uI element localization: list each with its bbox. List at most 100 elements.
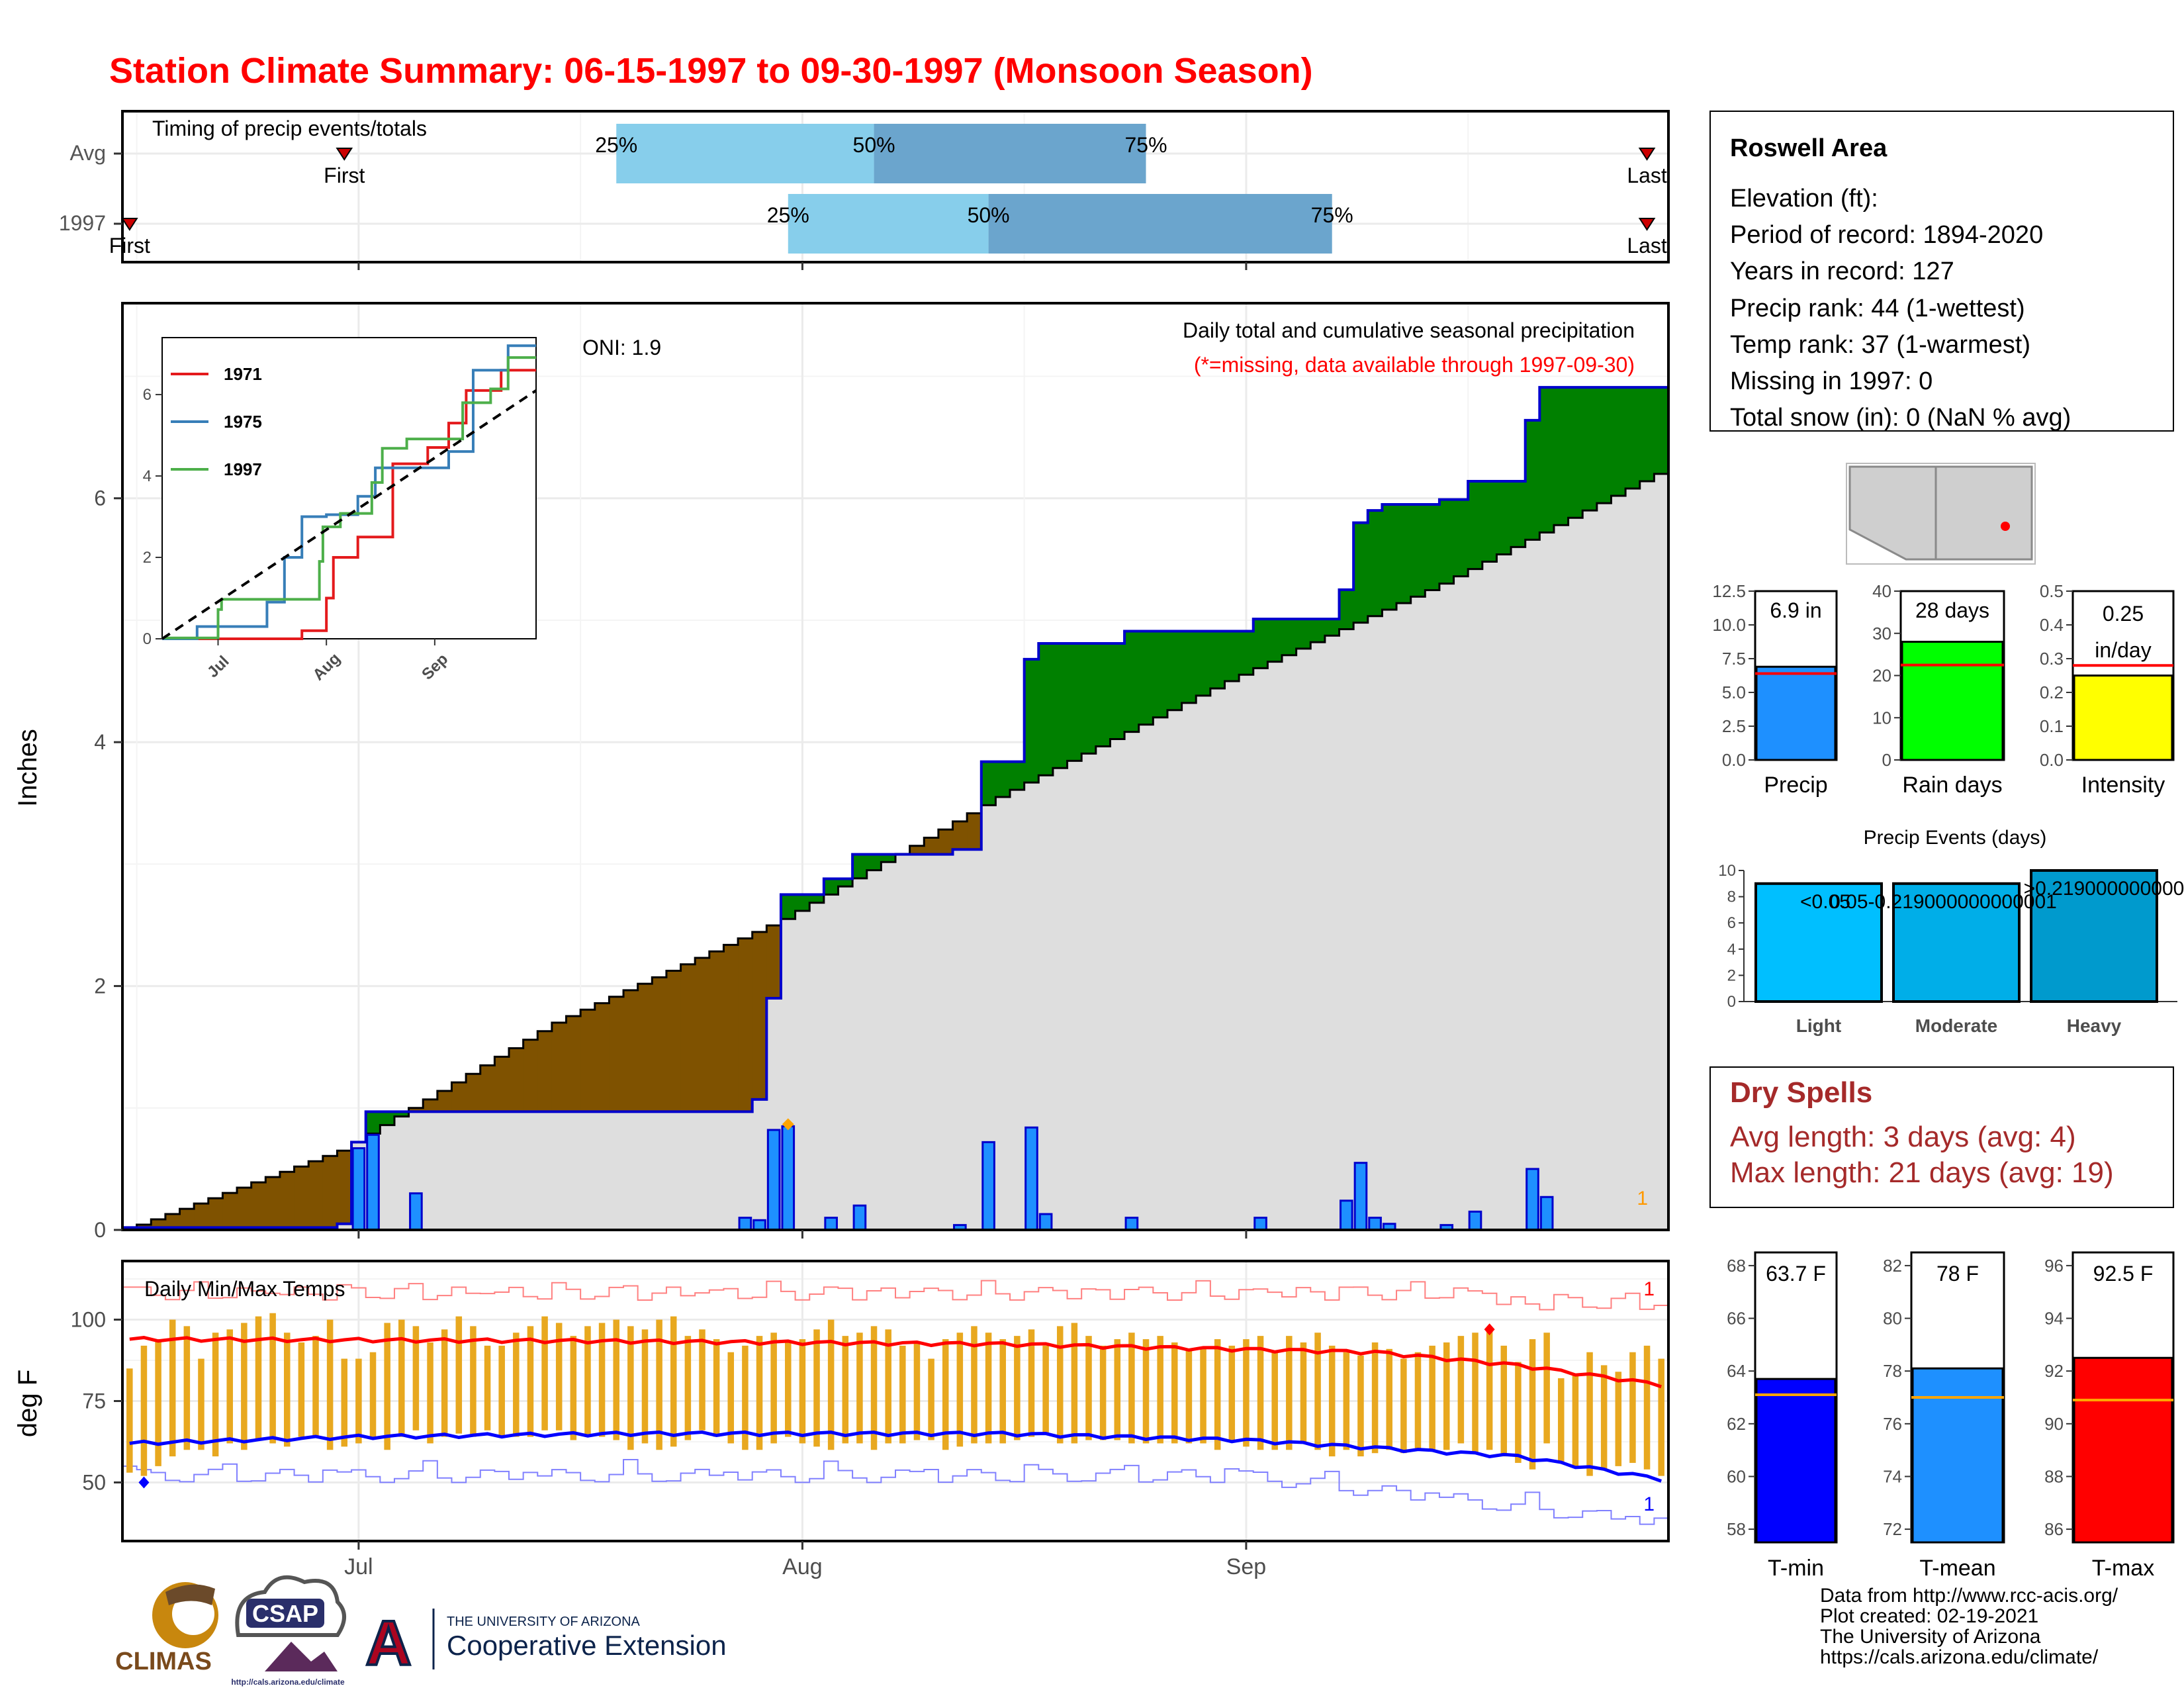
- temp-t-mean-value-label: 78 F: [1936, 1262, 1979, 1286]
- precip-climo-band: [423, 1111, 438, 1230]
- precip-climo-band: [480, 1111, 495, 1230]
- precip-deficit-band: [179, 1209, 195, 1228]
- temp-daily-range-bar: [827, 1319, 835, 1450]
- temp-daily-range-bar: [1028, 1329, 1035, 1437]
- temp-daily-range-bar: [1429, 1345, 1435, 1450]
- precip-surplus-band: [1439, 499, 1455, 584]
- precip-climo-band: [637, 1111, 653, 1230]
- precip-climo-band: [1582, 510, 1598, 1230]
- precip-climo-band: [909, 854, 925, 1230]
- temp-daily-range-bar: [985, 1333, 992, 1444]
- csap-logo-mountains: [265, 1642, 338, 1671]
- precip-climo-band: [1654, 473, 1669, 1230]
- temp-daily-range-bar: [541, 1316, 548, 1430]
- precip-deficit-band: [265, 1177, 281, 1228]
- precip-surplus-band: [1052, 643, 1068, 769]
- precip-deficit-band: [451, 1082, 467, 1112]
- temp-daily-range-bar: [283, 1333, 291, 1447]
- precip-climo-band: [1196, 695, 1211, 1230]
- temp-daily-range-bar: [255, 1316, 262, 1440]
- precip-y-tick-label: 6: [94, 487, 106, 510]
- events-bar-heavy: [2030, 869, 2158, 1003]
- precip-climo-band: [1639, 481, 1655, 1230]
- temp-daily-range-bar: [1185, 1348, 1193, 1444]
- temp-daily-range-bar: [1629, 1352, 1636, 1463]
- season-precip-y-tick-label: 0.0: [1722, 750, 1746, 770]
- precip-climo-band: [809, 902, 825, 1230]
- precip-deficit-band: [151, 1219, 166, 1228]
- precip-daily-bar: [1038, 1213, 1053, 1231]
- temp-daily-range-bar: [799, 1339, 806, 1444]
- temp-daily-range-bar: [269, 1313, 276, 1444]
- precip-daily-bar: [1468, 1210, 1482, 1231]
- timing-label-q50: 50%: [968, 203, 1010, 227]
- precip-y-tick-label: 2: [94, 974, 106, 998]
- precip-deficit-band: [766, 925, 782, 998]
- temp-daily-range-bar: [699, 1329, 705, 1430]
- precip-surplus-band: [1425, 504, 1440, 590]
- precip-surplus-band: [1239, 631, 1254, 675]
- timing-panel-title: Timing of precip events/totals: [152, 117, 427, 140]
- precip-climo-band: [995, 797, 1011, 1230]
- temp-daily-range-bar: [684, 1336, 692, 1440]
- station-info-missing: Missing in 1997: 0: [1730, 367, 1933, 395]
- timing-row-avg-label: Avg: [69, 141, 106, 165]
- temp-corner-bottom: 1: [1643, 1493, 1655, 1515]
- precip-climo-band: [1468, 569, 1483, 1230]
- precip-climo-band: [1167, 710, 1183, 1230]
- precip-surplus-band: [1210, 631, 1226, 688]
- precip-daily-bar: [1024, 1126, 1038, 1231]
- temp-daily-range-bar: [656, 1319, 662, 1450]
- precip-daily-bar: [1340, 1199, 1353, 1231]
- temp-daily-range-bar: [756, 1336, 763, 1450]
- season-rain-days-value-label: 28 days: [1915, 598, 1989, 622]
- timing-label-q50: 50%: [853, 133, 895, 157]
- precip-panel-border: [121, 302, 1670, 1231]
- timing-marker-last: [1638, 148, 1656, 161]
- precip-surplus-band: [1639, 387, 1655, 481]
- temp-corner-top: 1: [1643, 1278, 1655, 1300]
- season-precip-name: Precip: [1764, 773, 1827, 798]
- precip-climo-band: [1110, 739, 1125, 1230]
- inset-frame: [161, 337, 537, 639]
- temp-daily-range-bar: [641, 1329, 649, 1444]
- timing-label-q25: 25%: [595, 133, 637, 157]
- season-intensity-bar: [2073, 675, 2173, 761]
- temp-record-min-marker: [138, 1476, 150, 1489]
- precip-surplus-band: [1468, 481, 1483, 569]
- precip-surplus-band: [394, 1111, 410, 1117]
- season-rain-days-y-tick-label: 20: [1872, 666, 1891, 686]
- temp-daily-range-bar: [1056, 1326, 1064, 1444]
- precip-deficit-band: [437, 1091, 453, 1112]
- precip-y-label: Inches: [13, 729, 42, 807]
- temp-t-min-y-tick-label: 68: [1727, 1256, 1746, 1276]
- locator-map-arizona: [1848, 465, 1937, 561]
- precip-deficit-band: [322, 1156, 338, 1228]
- temp-daily-range-bar: [1572, 1375, 1579, 1466]
- precip-climo-cumulative-line: [122, 473, 1668, 1231]
- precip-deficit-band: [237, 1188, 252, 1228]
- precip-deficit-band: [509, 1048, 524, 1112]
- precip-surplus-band: [1382, 504, 1397, 610]
- events-y-tick-label: 8: [1727, 888, 1736, 906]
- precip-corner-label: 1: [1637, 1188, 1648, 1209]
- temp-daily-range-bar: [398, 1319, 405, 1437]
- timing-marker-first: [120, 218, 138, 231]
- precip-climo-band: [924, 854, 939, 1230]
- season-intensity-y-tick-label: 0.3: [2040, 649, 2064, 669]
- precip-climo-band: [566, 1111, 581, 1230]
- temp-daily-range-bar: [1314, 1333, 1321, 1450]
- temp-plot: [122, 1280, 1668, 1542]
- precip-climo-band: [1596, 503, 1612, 1231]
- season-precip-y-tick-label: 7.5: [1722, 649, 1746, 669]
- timing-label-first: First: [324, 164, 365, 187]
- csap-logo-banner: [246, 1599, 324, 1628]
- footer-line-created: Plot created: 02-19-2021: [1820, 1605, 2038, 1627]
- precip-deficit-band: [337, 1150, 352, 1224]
- precip-surplus-band: [1553, 387, 1569, 526]
- temp-daily-range-bar: [241, 1323, 248, 1450]
- temp-daily-range-bar: [928, 1358, 934, 1440]
- temp-daily-range-bar: [412, 1326, 420, 1430]
- precip-climo-band: [1124, 731, 1140, 1230]
- precip-deficit-band: [308, 1161, 324, 1228]
